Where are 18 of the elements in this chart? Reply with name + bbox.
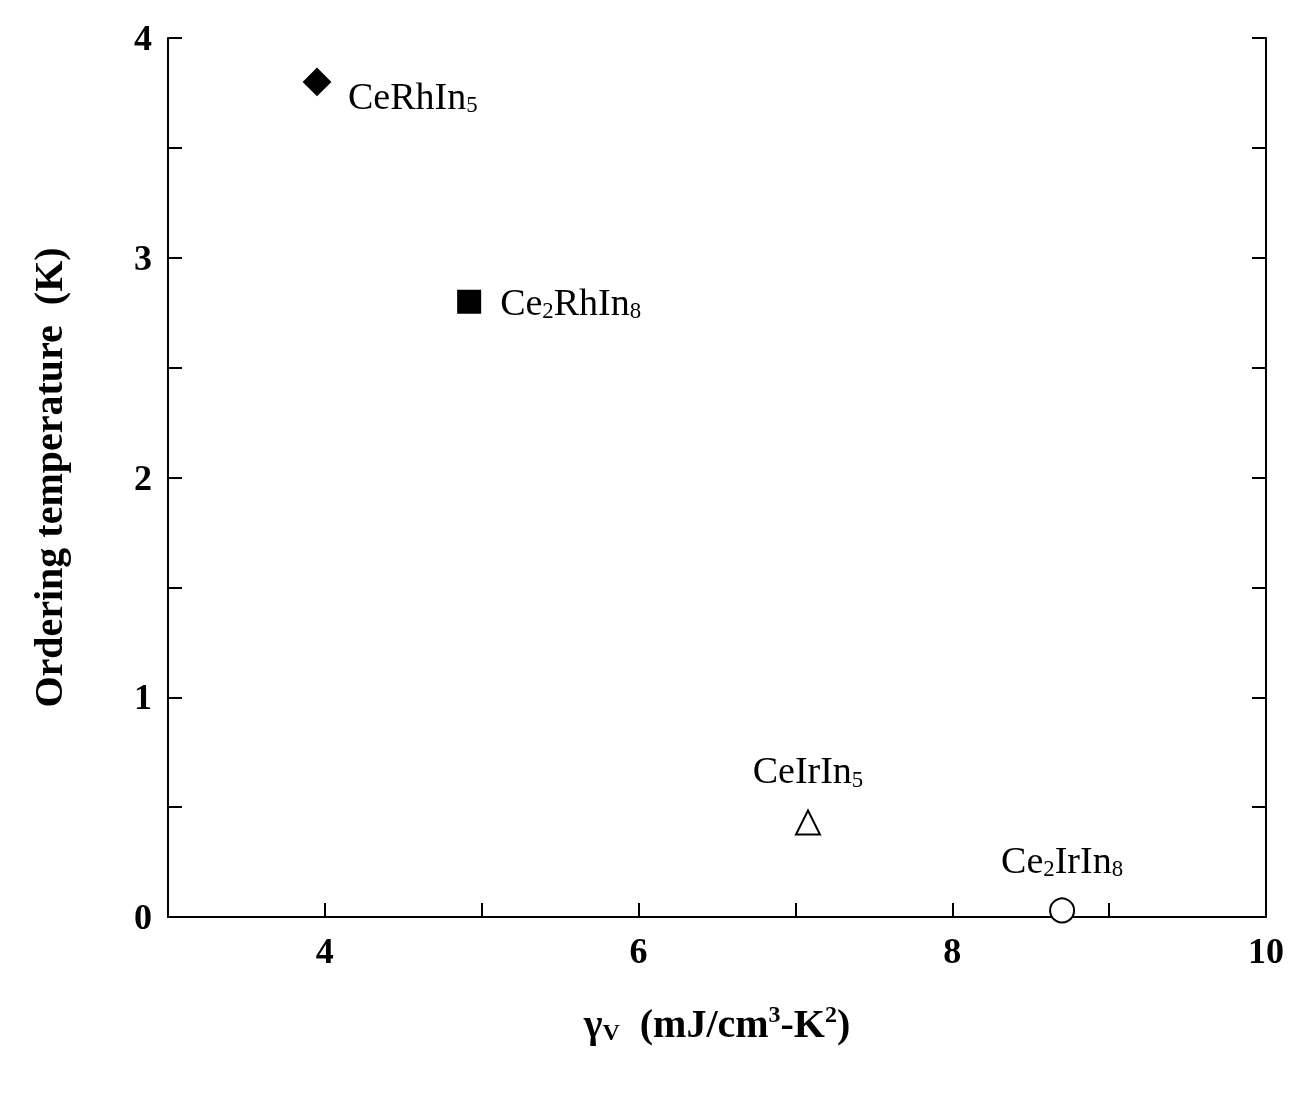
series-label: CeRhIn5 — [348, 74, 478, 117]
x-tick-label: 6 — [629, 931, 648, 971]
y-axis-title: Ordering temperature (K) — [25, 247, 71, 708]
y-tick-label: 3 — [134, 237, 152, 278]
point — [794, 809, 821, 836]
y-tick-label: 0 — [134, 897, 152, 937]
y-tick-label: 1 — [134, 677, 152, 718]
series-label: CeIrIn5 — [752, 749, 864, 792]
point — [1049, 897, 1076, 924]
y-tick-label: 2 — [134, 457, 152, 498]
series-label: Ce2RhIn8 — [500, 280, 642, 323]
x-tick-label: 4 — [315, 931, 334, 971]
x-tick-label: 10 — [1248, 931, 1284, 971]
point — [457, 289, 482, 314]
x-tick-label: 8 — [943, 931, 962, 971]
series-label: Ce2IrIn8 — [1001, 839, 1124, 882]
y-tick-label: 4 — [134, 18, 152, 58]
point — [303, 67, 332, 96]
